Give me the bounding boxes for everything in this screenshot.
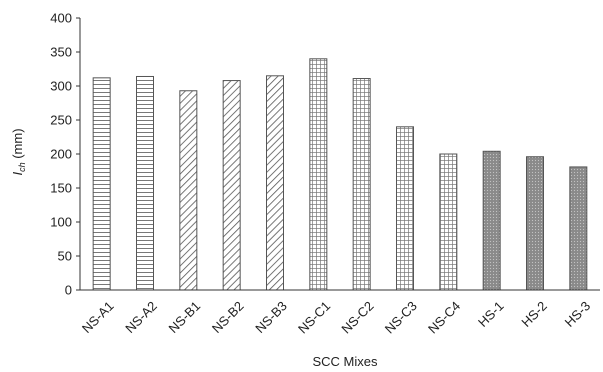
x-tick-label: NS-A1: [79, 298, 117, 336]
x-tick-label: NS-C4: [425, 298, 463, 336]
y-tick-label: 300: [50, 79, 72, 94]
y-axis-title-unit: (mm): [10, 128, 25, 162]
y-axis-title-symbol: I: [10, 172, 25, 176]
x-tick-label: NS-C1: [295, 298, 333, 336]
y-tick-label: 100: [50, 215, 72, 230]
x-tick-label: NS-B3: [252, 298, 290, 336]
y-tick-label: 350: [50, 45, 72, 60]
bar-ns-b3: [266, 75, 284, 291]
x-axis-title: SCC Mixes: [312, 354, 378, 369]
x-tick-label: NS-B2: [209, 298, 247, 336]
y-tick-label: 250: [50, 113, 72, 128]
x-tick-label: HS-3: [562, 298, 594, 330]
y-axis-title-subscript: ch: [17, 162, 27, 172]
x-tick-label: NS-B1: [166, 298, 204, 336]
y-tick-label: 0: [65, 283, 72, 298]
x-tick-label: NS-C2: [338, 298, 376, 336]
bar-hs-2: [526, 156, 544, 291]
y-tick-label: 400: [50, 11, 72, 26]
x-tick-label: NS-A2: [122, 298, 160, 336]
y-tick-label: 200: [50, 147, 72, 162]
x-tick-label: HS-1: [475, 298, 507, 330]
y-axis-ticks: 0 50 100 150 200 250 300 350 400: [50, 11, 80, 298]
bar-ns-c1: [309, 58, 328, 291]
bars: [92, 58, 588, 291]
bar-ns-a1: [92, 77, 111, 291]
bar-ns-c2: [352, 78, 371, 291]
bar-ns-a2: [136, 75, 154, 291]
bar-hs-1: [482, 150, 501, 291]
bar-ns-b2: [222, 80, 241, 291]
x-tick-label: HS-2: [518, 298, 550, 330]
x-axis-tick-labels: NS-A1 NS-A2 NS-B1 NS-B2 NS-B3 NS-C1 NS-C2 NS-C3…: [79, 298, 593, 336]
bar-ns-b1: [179, 90, 198, 291]
y-tick-label: 50: [58, 249, 72, 264]
y-axis-title: Ich (mm): [10, 128, 27, 175]
bar-hs-3: [569, 166, 588, 291]
y-tick-label: 150: [50, 181, 72, 196]
x-tick-label: NS-C3: [382, 298, 420, 336]
bar-ns-c4: [439, 153, 458, 291]
bar-ns-c3: [396, 126, 414, 291]
